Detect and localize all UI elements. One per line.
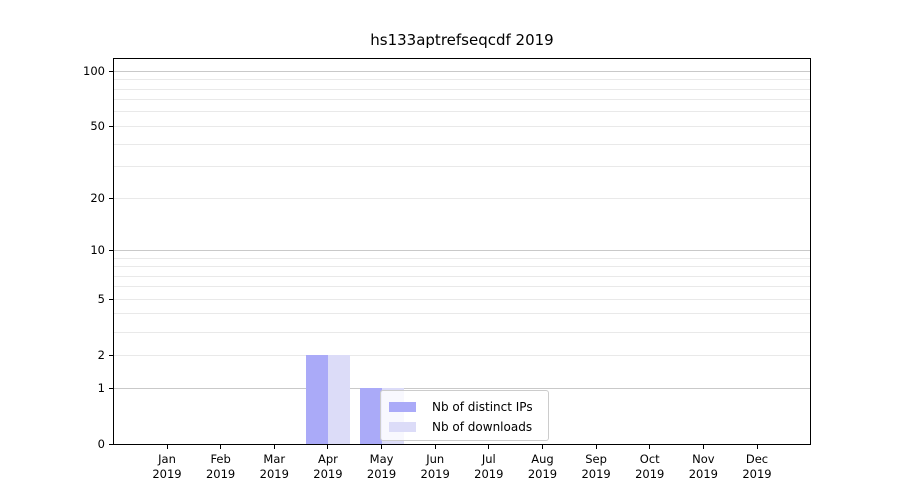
x-tick-label-jun: Jun 2019 [406, 452, 464, 482]
y-tick [109, 197, 113, 199]
month-label: Dec [745, 452, 769, 466]
gridline-minor [114, 266, 810, 267]
gridline-minor [114, 99, 810, 101]
x-tick-label-mar: Mar 2019 [245, 452, 303, 482]
x-tick [756, 445, 758, 449]
x-tick [381, 445, 383, 449]
y-tick [109, 443, 113, 445]
year-label: 2019 [259, 467, 289, 481]
month-label: Apr [317, 452, 338, 466]
year-label: 2019 [688, 467, 718, 481]
legend-label-distinct-ips: Nb of distinct IPs [432, 400, 533, 414]
year-label: 2019 [581, 467, 611, 481]
legend: Nb of distinct IPs Nb of downloads [380, 390, 549, 441]
gridline-major [114, 387, 810, 389]
year-label: 2019 [742, 467, 772, 481]
y-tick-label: 0 [97, 436, 105, 451]
month-label: May [369, 452, 394, 466]
x-tick [649, 445, 651, 449]
legend-swatch-distinct-ips [389, 402, 416, 412]
y-tick-label: 100 [83, 63, 105, 78]
y-tick-label: 50 [90, 118, 105, 133]
gridline-minor [114, 275, 810, 277]
gridline-minor [114, 197, 810, 199]
x-tick [702, 445, 704, 449]
legend-label-downloads: Nb of downloads [432, 420, 533, 434]
y-tick-label: 5 [97, 291, 105, 306]
x-tick [541, 445, 543, 449]
year-label: 2019 [420, 467, 450, 481]
y-tick-label: 20 [90, 190, 105, 205]
x-tick-label-jan: Jan 2019 [138, 452, 196, 482]
gridline-minor [114, 79, 810, 81]
y-tick [109, 70, 113, 72]
x-tick-label-apr: Apr 2019 [299, 452, 357, 482]
y-tick [109, 354, 113, 356]
x-tick [166, 445, 168, 449]
month-label: Jan [158, 452, 176, 466]
month-label: Aug [531, 452, 554, 466]
gridline-minor [114, 88, 810, 90]
x-tick [273, 445, 275, 449]
chart-title: hs133aptrefseqcdf 2019 [370, 31, 554, 49]
year-label: 2019 [152, 467, 182, 481]
year-label: 2019 [635, 467, 665, 481]
x-tick [488, 445, 490, 449]
legend-item-downloads: Nb of downloads [389, 417, 540, 437]
legend-swatch-downloads [389, 422, 416, 432]
y-tick [109, 298, 113, 300]
gridline-major [114, 70, 810, 72]
gridline-minor [114, 313, 810, 315]
y-tick-label: 1 [97, 380, 105, 395]
gridline-minor [114, 298, 810, 300]
gridline-minor [114, 354, 810, 356]
y-tick-label: 10 [90, 242, 105, 257]
x-tick-label-dec: Dec 2019 [728, 452, 786, 482]
month-label: Jul [481, 452, 496, 466]
gridline-minor [114, 331, 810, 333]
x-tick-label-oct: Oct 2019 [621, 452, 679, 482]
year-label: 2019 [366, 467, 397, 481]
y-tick [109, 387, 113, 389]
month-label: Sep [585, 452, 607, 466]
x-tick [327, 445, 329, 449]
bar-nb-of-distinct-ips-apr [305, 355, 328, 444]
gridline-minor [114, 111, 810, 113]
year-label: 2019 [527, 467, 558, 481]
bar-nb-of-downloads-apr [327, 355, 350, 444]
y-tick [109, 125, 113, 127]
month-label: Oct [639, 452, 660, 466]
x-tick-label-jul: Jul 2019 [460, 452, 518, 482]
month-label: Mar [263, 452, 286, 466]
gridline-minor [114, 286, 810, 288]
x-tick-label-feb: Feb 2019 [192, 452, 250, 482]
x-tick [595, 445, 597, 449]
bar-nb-of-distinct-ips-may [359, 388, 382, 444]
legend-item-distinct-ips: Nb of distinct IPs [389, 397, 540, 417]
plot-area [113, 58, 811, 445]
year-label: 2019 [205, 467, 236, 481]
year-label: 2019 [313, 467, 343, 481]
x-tick-label-nov: Nov 2019 [674, 452, 732, 482]
gridline-minor [114, 257, 810, 259]
y-tick-label: 2 [97, 347, 105, 362]
x-tick-label-may: May 2019 [353, 452, 411, 482]
x-tick [434, 445, 436, 449]
x-tick-label-sep: Sep 2019 [567, 452, 625, 482]
month-label: Nov [692, 452, 715, 466]
month-label: Jun [426, 452, 445, 466]
x-tick [220, 445, 222, 449]
y-tick [109, 249, 113, 251]
year-label: 2019 [474, 467, 504, 481]
gridline-minor [114, 143, 810, 145]
gridline-major [114, 249, 810, 251]
gridline-minor [114, 125, 810, 127]
gridline-minor [114, 166, 810, 168]
x-tick-label-aug: Aug 2019 [513, 452, 571, 482]
month-label: Feb [210, 452, 231, 466]
